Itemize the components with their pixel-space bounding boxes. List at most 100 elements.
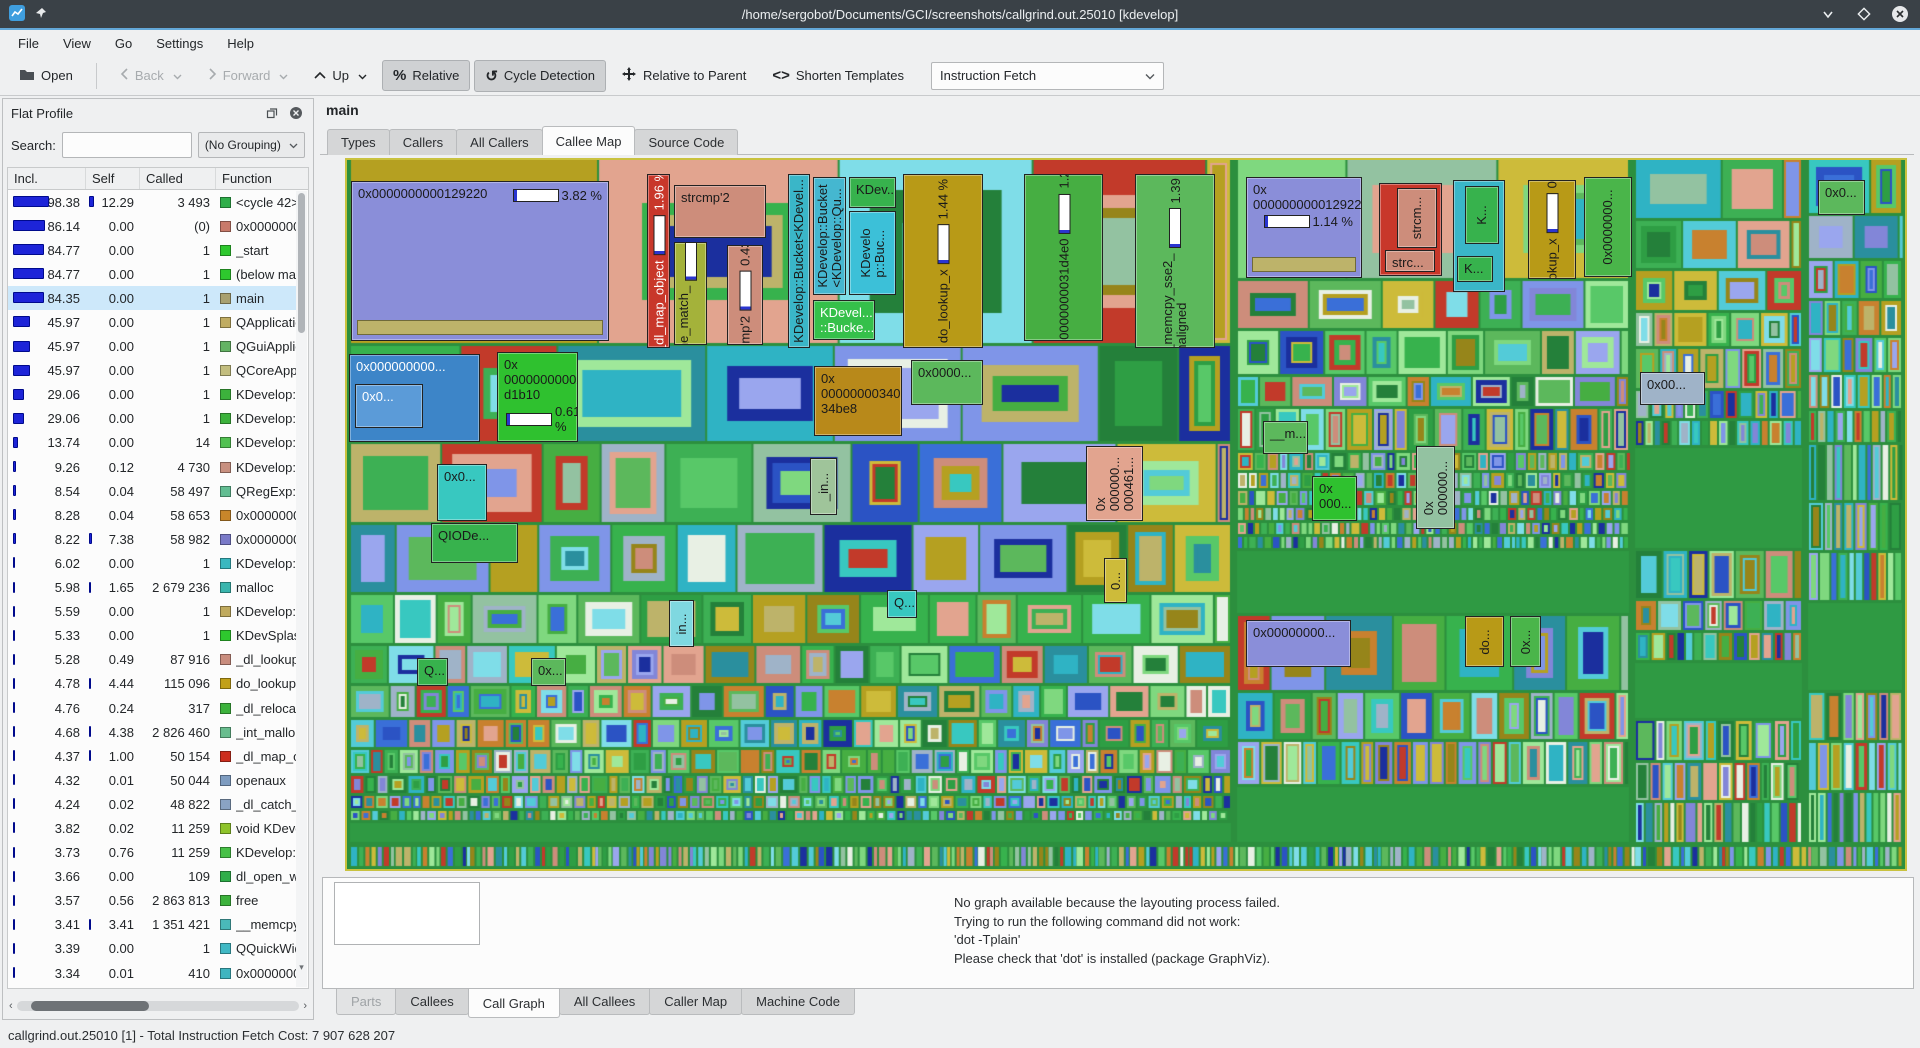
table-row[interactable]: 3.73 0.76 11 259 KDevelop:: xyxy=(8,841,296,865)
table-horizontal-scrollbar[interactable]: ‹ › xyxy=(9,999,307,1013)
treemap-block[interactable]: KDev... xyxy=(849,177,896,208)
callee-map[interactable]: 0x0000000000129220 3.82 % _dl_map_object 1.… xyxy=(345,158,1907,871)
scrollbar-down-icon[interactable]: ▾ xyxy=(299,962,304,972)
table-row[interactable]: 29.06 0.00 1 KDevelop:: xyxy=(8,383,296,407)
treemap-block[interactable]: 0x 000... xyxy=(1312,476,1357,521)
table-row[interactable]: 3.82 0.02 11 259 void KDeve xyxy=(8,816,296,840)
call-graph-overview-box[interactable] xyxy=(334,882,480,945)
treemap-block[interactable]: 0x0000... xyxy=(911,360,983,405)
treemap-block[interactable]: 0x0000000000129220 3.82 % xyxy=(351,181,609,341)
treemap-block[interactable]: 0x0000000... xyxy=(1584,177,1632,277)
column-header-incl[interactable]: Incl. xyxy=(8,168,86,189)
tab-all-callers[interactable]: All Callers xyxy=(456,129,543,155)
treemap-block[interactable]: in... xyxy=(669,600,694,647)
treemap-block[interactable]: 0x0... xyxy=(437,464,487,521)
tab-callers[interactable]: Callers xyxy=(388,129,458,155)
table-row[interactable]: 4.76 0.24 317 _dl_relocat xyxy=(8,696,296,720)
table-row[interactable]: 3.34 0.01 410 0x00000000 xyxy=(8,961,296,985)
table-row[interactable]: 45.97 0.00 1 QGuiApplic xyxy=(8,335,296,359)
minimize-button[interactable] xyxy=(1818,4,1838,24)
table-row[interactable]: 4.68 4.38 2 826 460 _int_mallo xyxy=(8,720,296,744)
treemap-block[interactable]: Q... xyxy=(887,590,917,618)
treemap-block[interactable]: KDevelop::Bucket<KDevel... xyxy=(788,174,810,348)
table-row[interactable]: 84.77 0.00 1 (below mai xyxy=(8,262,296,286)
treemap-block[interactable]: KDevel...::Bucke... xyxy=(813,300,875,340)
scroll-left-icon[interactable]: ‹ xyxy=(9,1000,13,1012)
table-row[interactable]: 3.57 0.56 2 863 813 free xyxy=(8,889,296,913)
table-row[interactable]: 84.77 0.00 1 _start xyxy=(8,238,296,262)
table-row[interactable]: 84.35 0.00 1 main xyxy=(8,286,296,311)
grouping-select[interactable]: (No Grouping) xyxy=(197,132,305,158)
cycle-detection-toggle[interactable]: ↺ Cycle Detection xyxy=(474,59,606,92)
tab-caller-map[interactable]: Caller Map xyxy=(649,989,743,1015)
table-row[interactable]: 5.33 0.00 1 KDevSplash xyxy=(8,624,296,648)
treemap-block[interactable]: 0x... xyxy=(531,658,566,686)
maximize-button[interactable] xyxy=(1854,4,1874,24)
hscroll-thumb[interactable] xyxy=(30,1001,149,1011)
treemap-block[interactable]: do_lookup_x 0.43 % xyxy=(1528,180,1576,279)
treemap-block[interactable]: KDevelop::Bucket <KDevelop::Qu... xyxy=(813,177,846,295)
table-row[interactable]: 86.14 0.00 (0) 0x00000000 xyxy=(8,214,296,238)
up-button[interactable]: Up xyxy=(303,61,378,90)
treemap-block[interactable]: __memcpy_sse2_ unaligned 1.39 % xyxy=(1135,174,1215,348)
treemap-block[interactable]: 0x00000000... xyxy=(1246,620,1351,667)
tab-types[interactable]: Types xyxy=(327,129,390,155)
table-row[interactable]: 13.74 0.00 14 KDevelop:: xyxy=(8,431,296,455)
treemap-block[interactable]: K... xyxy=(1457,256,1493,282)
treemap-block[interactable]: strcm... xyxy=(1397,188,1437,248)
column-header-called[interactable]: Called xyxy=(140,168,216,189)
table-row[interactable]: 5.59 0.00 1 KDevelop:: xyxy=(8,600,296,624)
tab-parts[interactable]: Parts xyxy=(336,989,397,1015)
tab-call-graph[interactable]: Call Graph xyxy=(467,989,560,1018)
scrollbar-thumb[interactable] xyxy=(298,193,305,333)
table-row[interactable]: 45.97 0.00 1 QApplicatio xyxy=(8,310,296,334)
shorten-templates-toggle[interactable]: <> Shorten Templates xyxy=(761,60,915,91)
treemap-block[interactable]: 0x000000000031d4e0 1.28 % xyxy=(1024,174,1103,341)
close-button[interactable] xyxy=(1890,4,1910,24)
table-row[interactable]: 98.38 12.29 3 493 <cycle 42> xyxy=(8,190,296,214)
table-row[interactable] xyxy=(8,985,296,988)
tab-callees[interactable]: Callees xyxy=(395,989,469,1015)
treemap-block[interactable]: do... xyxy=(1465,616,1504,667)
close-panel-icon[interactable] xyxy=(287,104,305,122)
pin-icon[interactable] xyxy=(34,6,48,25)
treemap-block[interactable]: 0x0... xyxy=(355,384,423,428)
table-row[interactable]: 45.97 0.00 1 QCoreAppl xyxy=(8,359,296,383)
treemap-block[interactable]: do_lookup_x 1.44 % xyxy=(903,174,983,348)
treemap-block[interactable]: _dl_map_object 1.96 % xyxy=(647,174,670,348)
treemap-block[interactable]: Q... xyxy=(417,658,448,686)
treemap-block[interactable]: strcmp'2 0.43 % xyxy=(727,245,763,345)
treemap-block[interactable]: __m... xyxy=(1263,421,1308,454)
treemap-block[interactable]: 0x 00000000002 d1b10 0.61 % xyxy=(497,352,578,442)
treemap-block[interactable]: 0x0... xyxy=(1818,180,1865,215)
table-row[interactable]: 6.02 0.00 1 KDevelop:: xyxy=(8,551,296,575)
forward-button[interactable]: Forward xyxy=(197,61,300,90)
treemap-block[interactable]: 0... xyxy=(1104,558,1127,603)
treemap-block[interactable]: 0x... xyxy=(1510,616,1541,667)
table-row[interactable]: 5.28 0.49 87 916 _dl_lookup xyxy=(8,648,296,672)
relative-toggle[interactable]: % Relative xyxy=(382,60,471,91)
table-row[interactable]: 8.22 7.38 58 982 0x00000000 xyxy=(8,527,296,551)
treemap-block[interactable]: 0x 0000000000129220 1.14 % xyxy=(1246,177,1362,278)
table-row[interactable]: 4.78 4.44 115 096 do_lookup xyxy=(8,672,296,696)
table-row[interactable]: 8.28 0.04 58 653 0x00000000 xyxy=(8,503,296,527)
column-header-self[interactable]: Self xyxy=(86,168,140,189)
relative-to-parent-toggle[interactable]: Relative to Parent xyxy=(610,59,757,92)
menu-help[interactable]: Help xyxy=(227,35,254,51)
back-button[interactable]: Back xyxy=(109,61,193,90)
treemap-block[interactable]: strcmp'2 xyxy=(674,185,766,238)
treemap-block[interactable]: _in... xyxy=(810,458,837,515)
treemap-block[interactable]: 0x00... xyxy=(1640,372,1705,405)
table-vertical-scrollbar[interactable]: ▾ xyxy=(296,191,307,987)
tab-all-callees[interactable]: All Callees xyxy=(558,989,651,1015)
table-row[interactable]: 4.24 0.02 48 822 _dl_catch_ xyxy=(8,792,296,816)
tab-machine-code[interactable]: Machine Code xyxy=(741,989,855,1015)
table-row[interactable]: 4.37 1.00 50 154 _dl_map_o xyxy=(8,744,296,768)
table-row[interactable]: 4.32 0.01 50 044 openaux xyxy=(8,768,296,792)
event-type-select[interactable]: Instruction Fetch xyxy=(931,61,1165,90)
table-row[interactable]: 3.66 0.00 109 dl_open_w xyxy=(8,865,296,889)
treemap-block[interactable]: 0x 00000000340 34be8 xyxy=(814,366,902,436)
treemap-block[interactable]: strc... xyxy=(1385,250,1435,272)
scroll-right-icon[interactable]: › xyxy=(303,1000,307,1012)
float-panel-icon[interactable] xyxy=(263,104,281,122)
